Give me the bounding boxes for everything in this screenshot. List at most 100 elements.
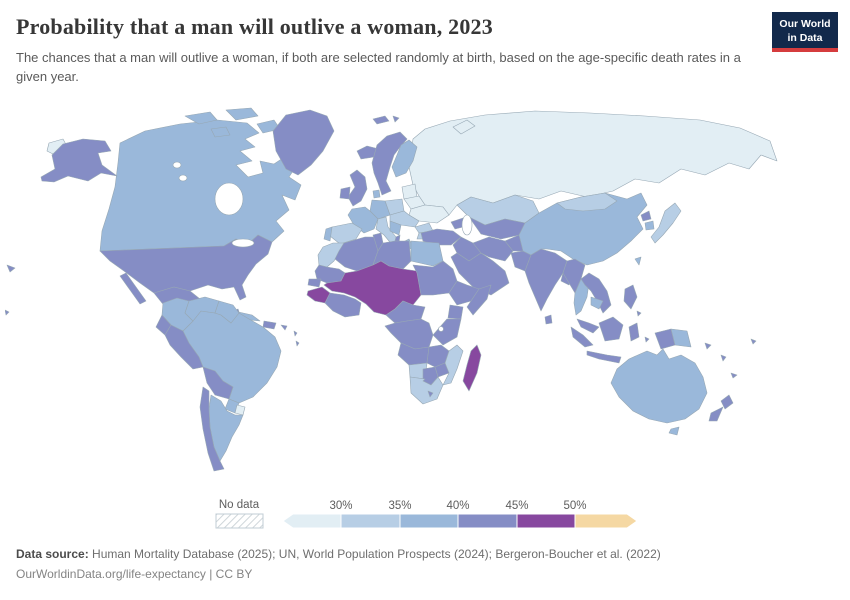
region-russia[interactable] [408,110,778,216]
region-venezuela[interactable] [184,296,220,322]
region-lesser-antilles[interactable] [295,340,300,347]
legend-segment-45-50[interactable] [516,513,576,529]
chart-subtitle: The chances that a man will outlive a wo… [16,50,741,84]
region-java[interactable] [586,350,622,364]
region-united-kingdom[interactable] [347,169,368,207]
region-hispaniola[interactable] [262,320,277,330]
region-puerto-rico[interactable] [280,324,288,331]
legend-segment-35-40[interactable] [399,513,459,529]
region-australia[interactable] [610,348,708,424]
legend-tick-40: 40% [446,500,469,512]
legend-segment-40-45[interactable] [457,513,518,529]
region-svalbard[interactable] [392,115,400,123]
region-moluccas[interactable] [644,336,650,343]
region-south-korea[interactable] [644,220,655,231]
region-india[interactable] [524,248,568,312]
world-map [5,107,778,472]
region-baja[interactable] [119,272,147,305]
region-balkans[interactable] [389,220,402,236]
region-cambodia[interactable] [590,296,604,310]
region-chile[interactable] [199,386,225,472]
license-text: OurWorldinData.org/life-expectancy | CC … [16,567,253,581]
region-fiji[interactable] [750,338,757,345]
region-alaska[interactable] [40,138,118,183]
region-borneo[interactable] [598,316,624,342]
region-tanzania[interactable] [432,318,462,346]
region-lesotho[interactable] [427,390,434,398]
great-lakes [231,238,255,248]
region-new-caledonia[interactable] [730,372,738,379]
legend-tick-45: 45% [505,500,528,512]
region-iran[interactable] [472,236,514,262]
region-papua-new-guinea[interactable] [670,328,692,348]
region-kenya[interactable] [447,304,464,320]
region-taiwan[interactable] [634,256,642,266]
region-drc-congo[interactable] [384,318,434,350]
legend-tick-35: 35% [388,500,411,512]
region-arctic-islands[interactable] [225,107,259,121]
page-title: Probability that a man will outlive a wo… [16,14,493,39]
region-mozambique[interactable] [442,344,464,386]
region-ireland[interactable] [339,186,351,200]
region-tasmania[interactable] [668,426,680,436]
region-egypt[interactable] [410,240,444,267]
region-morocco[interactable] [317,242,345,268]
region-malaysia[interactable] [576,318,600,334]
region-japan[interactable] [650,202,682,244]
region-somalia[interactable] [466,284,492,316]
great-bear-lake [172,161,182,169]
hudson-bay [214,182,244,216]
region-philippines[interactable] [623,284,638,310]
region-new-zealand[interactable] [720,394,734,410]
owid-logo-line1: Our World [779,18,831,30]
region-greenland[interactable] [272,109,335,176]
license-line: OurWorldinData.org/life-expectancy | CC … [16,567,252,581]
region-portugal[interactable] [323,226,333,242]
region-south-africa[interactable] [409,376,444,405]
region-arctic-islands[interactable] [184,111,218,125]
region-sumatra[interactable] [570,326,594,348]
legend-segment-over-50[interactable] [574,513,638,529]
region-polynesia[interactable] [5,309,10,316]
region-ukraine[interactable] [408,204,450,224]
region-norway-sweden[interactable] [371,131,408,196]
region-philippines[interactable] [636,310,642,317]
region-ghana-ivory-coast[interactable] [324,292,362,318]
region-lesser-antilles[interactable] [293,330,298,337]
region-finland[interactable] [391,139,418,178]
region-arabian-peninsula[interactable] [450,252,510,296]
region-new-zealand[interactable] [708,406,724,422]
region-uruguay[interactable] [234,404,246,416]
region-arctic-islands[interactable] [210,126,231,138]
region-vietnam-laos[interactable] [580,272,612,314]
region-north-korea[interactable] [640,210,652,222]
region-usa[interactable] [99,234,273,301]
owid-logo-line2: in Data [787,31,823,44]
region-china[interactable] [518,192,648,266]
region-france[interactable] [347,206,379,234]
data-source-text: Human Mortality Database (2025); UN, Wor… [88,547,661,561]
region-madagascar[interactable] [462,344,482,392]
region-guyanas[interactable] [214,300,240,324]
region-germany[interactable] [369,199,391,220]
region-turkey[interactable] [420,228,462,246]
region-mongolia[interactable] [556,192,618,212]
legend-segment-under-30[interactable] [282,513,342,529]
region-sri-lanka[interactable] [544,314,553,325]
no-data-swatch[interactable] [215,513,264,529]
region-denmark[interactable] [372,189,381,199]
owid-logo: Our World in Data [772,12,838,52]
region-canada[interactable] [99,119,302,252]
region-bolivia[interactable] [202,366,234,400]
region-solomon-islands[interactable] [704,342,712,350]
region-sulawesi[interactable] [628,322,640,342]
region-novaya-zemlya[interactable] [452,119,476,135]
region-senegal[interactable] [307,278,322,288]
region-peru[interactable] [164,324,204,370]
data-source-label: Data source: [16,547,89,561]
great-slave-lake [178,174,188,182]
region-vanuatu[interactable] [720,354,727,362]
legend-segment-30-35[interactable] [340,513,401,529]
region-hawaii[interactable] [6,264,16,273]
region-svalbard[interactable] [372,115,390,125]
